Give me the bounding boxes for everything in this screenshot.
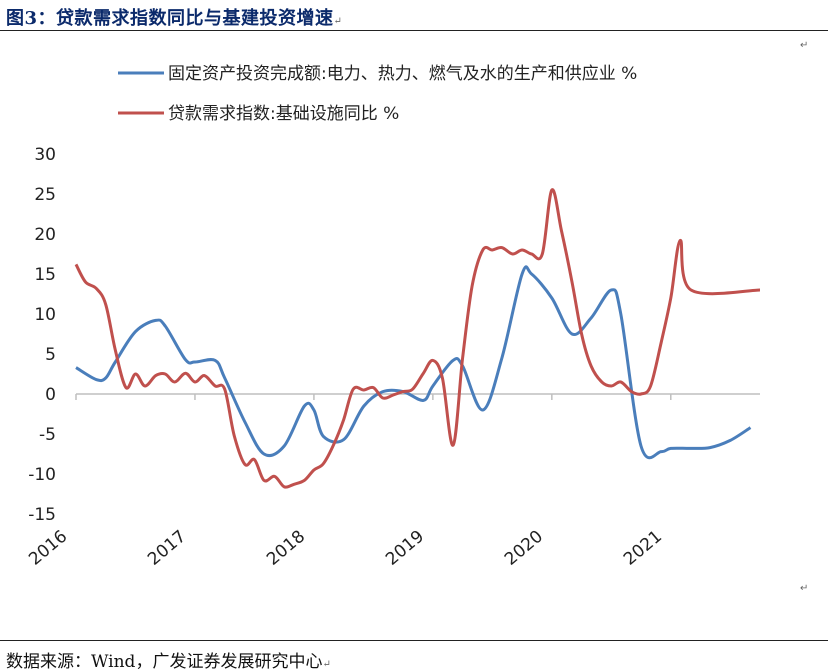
return-mark-source: ↵ — [322, 659, 331, 670]
y-tick-label: -15 — [28, 505, 56, 525]
x-tick-label: 2019 — [382, 527, 428, 570]
legend-label-infrastructure-investment: 固定资产投资完成额:电力、热力、燃气及水的生产和供应业 % — [168, 64, 637, 84]
series-lines — [74, 188, 761, 489]
y-axis-ticks: 30 25 20 15 10 5 0 -5 -10 -15 — [28, 145, 56, 525]
return-mark-top: ↵ — [800, 40, 809, 51]
source-note: 数据来源：Wind，广发证券发展研究中心↵ — [6, 652, 331, 672]
figure-title: 图3：贷款需求指数同比与基建投资增速↵ — [6, 8, 343, 29]
y-tick-label: 5 — [45, 345, 56, 365]
legend: 固定资产投资完成额:电力、热力、燃气及水的生产和供应业 % 贷款需求指数:基础设… — [118, 64, 637, 124]
bottom-rule — [0, 640, 828, 641]
return-mark: ↵ — [333, 16, 343, 27]
x-tick-label: 2020 — [501, 527, 547, 570]
x-tick-label: 2021 — [620, 527, 666, 570]
y-tick-label: 0 — [45, 385, 56, 405]
top-rule — [0, 30, 828, 31]
y-tick-label: 10 — [34, 305, 56, 325]
y-tick-label: 20 — [34, 225, 56, 245]
chart-area: 固定资产投资完成额:电力、热力、燃气及水的生产和供应业 % 贷款需求指数:基础设… — [25, 64, 761, 570]
series-line-infrastructure-investment — [75, 265, 752, 460]
x-tick-label: 2016 — [25, 527, 71, 570]
y-tick-label: 30 — [34, 145, 56, 165]
x-tick-label: 2017 — [144, 527, 190, 570]
y-tick-label: -5 — [39, 425, 56, 445]
series-line-loan-demand-index — [74, 188, 761, 489]
y-tick-label: 25 — [34, 185, 56, 205]
return-mark-bottom: ↵ — [800, 583, 809, 594]
x-tick-label: 2018 — [263, 527, 309, 570]
x-axis-ticks: 2016 2017 2018 2019 2020 2021 — [25, 394, 672, 570]
y-tick-label: -10 — [28, 465, 56, 485]
y-tick-label: 15 — [34, 265, 56, 285]
legend-label-loan-demand-index: 贷款需求指数:基础设施同比 % — [168, 104, 399, 124]
